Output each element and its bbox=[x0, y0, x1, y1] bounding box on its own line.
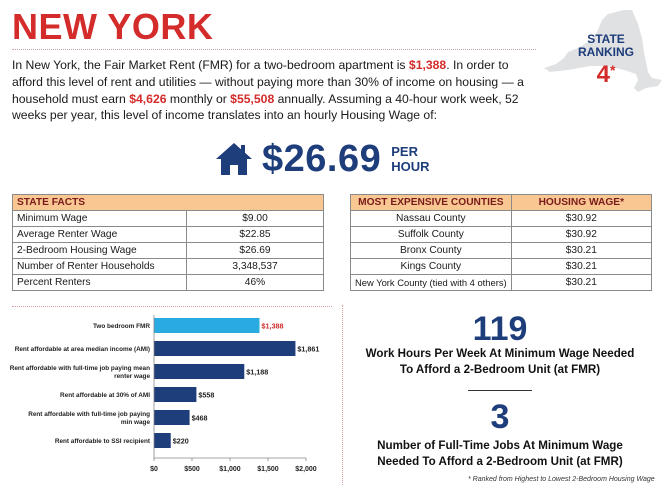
county-name: New York County (tied with 4 others) bbox=[350, 274, 512, 291]
category-label: Two bedroom FMR bbox=[93, 323, 150, 330]
county-name: Kings County bbox=[350, 258, 512, 275]
fact-label: Average Renter Wage bbox=[12, 226, 187, 243]
jobs-caption-line1: Number of Full-Time Jobs At Minimum Wage bbox=[377, 439, 623, 452]
table-row: Percent Renters 46% bbox=[12, 274, 324, 291]
intro-text-2: . In order to afford this level of rent … bbox=[12, 58, 524, 106]
value-label: $1,861 bbox=[297, 345, 319, 354]
category-label: Rent affordable at 30% of AMI bbox=[60, 392, 150, 399]
bar bbox=[154, 433, 171, 448]
value-label: $220 bbox=[173, 437, 189, 446]
jobs-number: 3 bbox=[490, 398, 510, 436]
intro-text-4: annually. Assuming a 40-hour work week, … bbox=[12, 91, 519, 123]
monthly-income-value: $4,626 bbox=[129, 91, 167, 106]
fact-value: $9.00 bbox=[186, 210, 324, 227]
housing-wage-header: HOUSING WAGE* bbox=[510, 194, 653, 211]
table-row: Suffolk County $30.92 bbox=[350, 226, 653, 243]
category-label: Rent affordable to SSI recipient bbox=[55, 438, 151, 445]
x-tick-label: $0 bbox=[150, 466, 158, 473]
fact-value: 3,348,537 bbox=[186, 258, 324, 275]
bar bbox=[154, 341, 296, 356]
state-ranking-value: 4* bbox=[566, 61, 646, 89]
table-row: Bronx County $30.21 bbox=[350, 242, 653, 259]
x-tick-label: $1,500 bbox=[257, 466, 279, 473]
x-tick-label: $1,000 bbox=[219, 466, 241, 473]
fact-label: Percent Renters bbox=[12, 274, 187, 291]
housing-wage-banner: $26.69 PER HOUR bbox=[214, 137, 430, 180]
housing-wage-amount: $26.69 bbox=[262, 137, 382, 180]
county-wage: $30.21 bbox=[510, 258, 653, 275]
table-row: Kings County $30.21 bbox=[350, 258, 653, 275]
counties-header: MOST EXPENSIVE COUNTIES bbox=[350, 194, 512, 211]
wage-unit-line2: HOUR bbox=[391, 159, 430, 174]
fact-value: $22.85 bbox=[186, 226, 324, 243]
intro-paragraph: In New York, the Fair Market Rent (FMR) … bbox=[12, 57, 532, 124]
fact-label: Minimum Wage bbox=[12, 210, 187, 227]
ranking-number: 4 bbox=[596, 61, 610, 88]
ranking-footnote: * Ranked from Highest to Lowest 2-Bedroo… bbox=[468, 476, 655, 483]
column-divider bbox=[342, 305, 343, 485]
work-hours-caption-line2: To Afford a 2-Bedroom Unit (at FMR) bbox=[399, 363, 601, 376]
county-wage: $30.21 bbox=[510, 274, 653, 291]
x-tick-label: $2,000 bbox=[295, 466, 317, 473]
annual-income-value: $55,508 bbox=[230, 91, 275, 106]
value-label: $468 bbox=[192, 414, 208, 423]
bar bbox=[154, 387, 197, 402]
county-wage: $30.21 bbox=[510, 242, 653, 259]
category-label: Rent affordable with full-time job payin… bbox=[28, 411, 150, 418]
ranking-label-line2: RANKING bbox=[578, 45, 634, 59]
bar bbox=[154, 364, 245, 379]
table-header-row: MOST EXPENSIVE COUNTIES HOUSING WAGE* bbox=[350, 194, 653, 211]
table-row: Average Renter Wage $22.85 bbox=[12, 226, 324, 243]
fmr-value: $1,388 bbox=[408, 58, 447, 72]
county-name: Suffolk County bbox=[350, 226, 512, 243]
county-wage: $30.92 bbox=[510, 226, 653, 243]
state-ranking-label: STATE RANKING bbox=[566, 33, 646, 59]
value-label: $558 bbox=[198, 391, 214, 400]
county-name: Nassau County bbox=[350, 210, 512, 227]
fact-value: 46% bbox=[186, 274, 324, 291]
category-label: Rent affordable at area median income (A… bbox=[15, 346, 150, 353]
ranking-label-line1: STATE bbox=[587, 32, 625, 46]
county-name: Bronx County bbox=[350, 242, 512, 259]
new-york-state-map bbox=[544, 10, 662, 92]
house-icon bbox=[216, 143, 252, 175]
fact-label: 2-Bedroom Housing Wage bbox=[12, 242, 187, 259]
table-header-row: STATE FACTS bbox=[12, 194, 324, 211]
value-label: $1,388 bbox=[261, 322, 283, 331]
stats-divider bbox=[468, 390, 532, 391]
table-row: 2-Bedroom Housing Wage $26.69 bbox=[12, 242, 324, 259]
x-tick-label: $500 bbox=[184, 466, 200, 473]
work-hours-caption-line1: Work Hours Per Week At Minimum Wage Need… bbox=[365, 347, 635, 360]
jobs-caption-line2: Needed To Afford a 2-Bedroom Unit (at FM… bbox=[377, 455, 623, 468]
category-label: renter wage bbox=[114, 373, 150, 380]
state-facts-table: STATE FACTS Minimum Wage $9.00 Average Re… bbox=[12, 194, 324, 291]
title-divider bbox=[12, 49, 536, 50]
intro-text-1: In New York, the Fair Market Rent (FMR) … bbox=[12, 58, 409, 72]
table-row: Nassau County $30.92 bbox=[350, 210, 653, 227]
page-title: NEW YORK bbox=[12, 6, 214, 47]
fact-label: Number of Renter Households bbox=[12, 258, 187, 275]
ranking-footnote-mark: * bbox=[609, 62, 616, 78]
work-hours-number: 119 bbox=[472, 310, 528, 348]
fact-value: $26.69 bbox=[186, 242, 324, 259]
wage-unit-line1: PER bbox=[391, 144, 418, 159]
table-row: New York County (tied with 4 others) $30.… bbox=[350, 274, 653, 291]
rent-affordability-chart: Two bedroom FMR $1,388 Rent affordable at … bbox=[10, 315, 319, 473]
table-row: Number of Renter Households 3,348,537 bbox=[12, 258, 324, 275]
county-wage: $30.92 bbox=[510, 210, 653, 227]
category-label: Rent affordable with full-time job payin… bbox=[10, 365, 150, 372]
state-facts-header: STATE FACTS bbox=[12, 194, 324, 211]
expensive-counties-table: MOST EXPENSIVE COUNTIES HOUSING WAGE* Nas… bbox=[350, 194, 653, 291]
bar bbox=[154, 318, 260, 333]
section-divider bbox=[12, 306, 332, 307]
value-label: $1,188 bbox=[246, 368, 268, 377]
work-hours-caption: Work Hours Per Week At Minimum Wage Need… bbox=[350, 346, 650, 378]
intro-text-3: monthly or bbox=[166, 91, 231, 106]
category-label: min wage bbox=[121, 419, 151, 426]
bar bbox=[154, 410, 190, 425]
jobs-caption: Number of Full-Time Jobs At Minimum Wage… bbox=[350, 438, 650, 470]
housing-wage-unit: PER HOUR bbox=[391, 144, 429, 174]
table-row: Minimum Wage $9.00 bbox=[12, 210, 324, 227]
